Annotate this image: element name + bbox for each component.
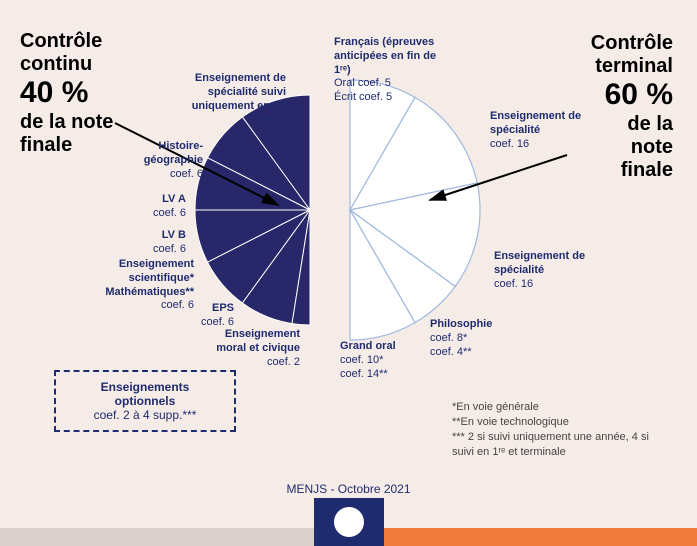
flag-right — [349, 528, 697, 546]
slice-label: Enseignement de spécialité suivi uniquem… — [176, 72, 286, 127]
slice-label: Histoire-géographiecoef. 6 — [133, 140, 203, 181]
enseignements-optionnels-box: Enseignements optionnels coef. 2 à 4 sup… — [54, 370, 236, 432]
slice-label: Philosophiecoef. 8* coef. 4** — [430, 318, 520, 359]
slice-label: Enseignement de spécialitécoef. 16 — [490, 110, 595, 151]
slice-label: Enseignement moral et civiquecoef. 2 — [210, 328, 300, 369]
menjs-logo — [314, 498, 384, 546]
slice-label: LV Bcoef. 6 — [134, 229, 186, 257]
slice-label: Enseignement scientifique* Mathématiques… — [94, 258, 194, 313]
slice-label: Français (épreuves anticipées en fin de … — [334, 36, 439, 105]
source-text: MENJS - Octobre 2021 — [0, 482, 697, 496]
slice-label: Grand oralcoef. 10* coef. 14** — [340, 340, 420, 381]
footnotes: *En voie générale **En voie technologiqu… — [452, 400, 662, 459]
slice-label: Enseignement de spécialitécoef. 16 — [494, 250, 599, 291]
infographic-canvas: Contrôle continu 40 % de la note finale … — [0, 0, 697, 546]
slice-label: EPScoef. 6 — [184, 302, 234, 330]
slice-label: LV Acoef. 6 — [134, 193, 186, 221]
flag-left — [0, 528, 349, 546]
